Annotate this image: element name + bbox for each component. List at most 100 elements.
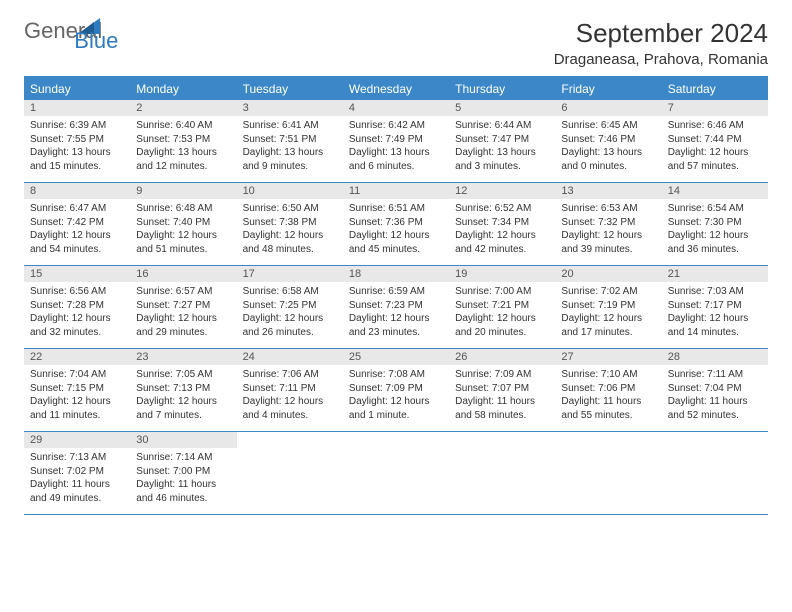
day-cell: 2Sunrise: 6:40 AMSunset: 7:53 PMDaylight…	[130, 100, 236, 182]
day-header-cell: Wednesday	[343, 78, 449, 100]
daylight-line: Daylight: 12 hours and 45 minutes.	[349, 229, 443, 256]
week-row: 1Sunrise: 6:39 AMSunset: 7:55 PMDaylight…	[24, 100, 768, 183]
sunset-line: Sunset: 7:28 PM	[30, 299, 124, 313]
sunrise-line: Sunrise: 7:05 AM	[136, 368, 230, 382]
day-cell: 4Sunrise: 6:42 AMSunset: 7:49 PMDaylight…	[343, 100, 449, 182]
empty-cell	[449, 432, 555, 514]
day-cell: 29Sunrise: 7:13 AMSunset: 7:02 PMDayligh…	[24, 432, 130, 514]
calendar-grid: SundayMondayTuesdayWednesdayThursdayFrid…	[24, 76, 768, 515]
empty-cell	[237, 432, 343, 514]
sunrise-line: Sunrise: 6:46 AM	[668, 119, 762, 133]
sunrise-line: Sunrise: 7:06 AM	[243, 368, 337, 382]
sunset-line: Sunset: 7:38 PM	[243, 216, 337, 230]
sunset-line: Sunset: 7:00 PM	[136, 465, 230, 479]
daylight-line: Daylight: 12 hours and 7 minutes.	[136, 395, 230, 422]
sunrise-line: Sunrise: 6:52 AM	[455, 202, 549, 216]
day-number: 21	[662, 266, 768, 282]
daylight-line: Daylight: 12 hours and 36 minutes.	[668, 229, 762, 256]
day-number: 24	[237, 349, 343, 365]
calendar-page: General Blue September 2024 Draganeasa, …	[0, 0, 792, 533]
sunrise-line: Sunrise: 6:45 AM	[561, 119, 655, 133]
week-row: 29Sunrise: 7:13 AMSunset: 7:02 PMDayligh…	[24, 432, 768, 515]
daylight-line: Daylight: 12 hours and 11 minutes.	[30, 395, 124, 422]
day-cell: 22Sunrise: 7:04 AMSunset: 7:15 PMDayligh…	[24, 349, 130, 431]
day-cell: 16Sunrise: 6:57 AMSunset: 7:27 PMDayligh…	[130, 266, 236, 348]
day-number: 25	[343, 349, 449, 365]
day-number: 13	[555, 183, 661, 199]
month-title: September 2024	[554, 18, 768, 49]
sunset-line: Sunset: 7:19 PM	[561, 299, 655, 313]
sunset-line: Sunset: 7:02 PM	[30, 465, 124, 479]
day-number: 12	[449, 183, 555, 199]
title-block: September 2024 Draganeasa, Prahova, Roma…	[554, 18, 768, 68]
day-number: 23	[130, 349, 236, 365]
daylight-line: Daylight: 11 hours and 46 minutes.	[136, 478, 230, 505]
sunrise-line: Sunrise: 6:50 AM	[243, 202, 337, 216]
weeks-container: 1Sunrise: 6:39 AMSunset: 7:55 PMDaylight…	[24, 100, 768, 515]
sunset-line: Sunset: 7:55 PM	[30, 133, 124, 147]
sunset-line: Sunset: 7:36 PM	[349, 216, 443, 230]
sunrise-line: Sunrise: 6:58 AM	[243, 285, 337, 299]
sunset-line: Sunset: 7:25 PM	[243, 299, 337, 313]
daylight-line: Daylight: 12 hours and 51 minutes.	[136, 229, 230, 256]
day-number: 4	[343, 100, 449, 116]
daylight-line: Daylight: 12 hours and 32 minutes.	[30, 312, 124, 339]
day-number: 5	[449, 100, 555, 116]
sunrise-line: Sunrise: 6:41 AM	[243, 119, 337, 133]
sunset-line: Sunset: 7:11 PM	[243, 382, 337, 396]
day-cell: 28Sunrise: 7:11 AMSunset: 7:04 PMDayligh…	[662, 349, 768, 431]
sunset-line: Sunset: 7:15 PM	[30, 382, 124, 396]
sunrise-line: Sunrise: 7:14 AM	[136, 451, 230, 465]
daylight-line: Daylight: 12 hours and 48 minutes.	[243, 229, 337, 256]
location-text: Draganeasa, Prahova, Romania	[554, 51, 768, 68]
daylight-line: Daylight: 12 hours and 42 minutes.	[455, 229, 549, 256]
sunset-line: Sunset: 7:44 PM	[668, 133, 762, 147]
day-cell: 19Sunrise: 7:00 AMSunset: 7:21 PMDayligh…	[449, 266, 555, 348]
day-cell: 1Sunrise: 6:39 AMSunset: 7:55 PMDaylight…	[24, 100, 130, 182]
sunset-line: Sunset: 7:46 PM	[561, 133, 655, 147]
day-cell: 11Sunrise: 6:51 AMSunset: 7:36 PMDayligh…	[343, 183, 449, 265]
daylight-line: Daylight: 12 hours and 26 minutes.	[243, 312, 337, 339]
daylight-line: Daylight: 11 hours and 52 minutes.	[668, 395, 762, 422]
sunrise-line: Sunrise: 6:39 AM	[30, 119, 124, 133]
day-number: 7	[662, 100, 768, 116]
sunset-line: Sunset: 7:21 PM	[455, 299, 549, 313]
sunrise-line: Sunrise: 7:00 AM	[455, 285, 549, 299]
empty-cell	[662, 432, 768, 514]
daylight-line: Daylight: 12 hours and 14 minutes.	[668, 312, 762, 339]
sunset-line: Sunset: 7:51 PM	[243, 133, 337, 147]
sunrise-line: Sunrise: 6:47 AM	[30, 202, 124, 216]
day-cell: 18Sunrise: 6:59 AMSunset: 7:23 PMDayligh…	[343, 266, 449, 348]
sunset-line: Sunset: 7:53 PM	[136, 133, 230, 147]
sunset-line: Sunset: 7:04 PM	[668, 382, 762, 396]
day-header-cell: Friday	[555, 78, 661, 100]
daylight-line: Daylight: 12 hours and 29 minutes.	[136, 312, 230, 339]
day-number: 20	[555, 266, 661, 282]
daylight-line: Daylight: 12 hours and 57 minutes.	[668, 146, 762, 173]
day-cell: 7 Sunrise: 6:46 AMSunset: 7:44 PMDaylight…	[662, 100, 768, 182]
sunset-line: Sunset: 7:09 PM	[349, 382, 443, 396]
daylight-line: Daylight: 13 hours and 12 minutes.	[136, 146, 230, 173]
day-cell: 21Sunrise: 7:03 AMSunset: 7:17 PMDayligh…	[662, 266, 768, 348]
sunset-line: Sunset: 7:49 PM	[349, 133, 443, 147]
day-number: 29	[24, 432, 130, 448]
empty-cell	[555, 432, 661, 514]
day-cell: 24 Sunrise: 7:06 AMSunset: 7:11 PMDayligh…	[237, 349, 343, 431]
day-cell: 27Sunrise: 7:10 AMSunset: 7:06 PMDayligh…	[555, 349, 661, 431]
sunrise-line: Sunrise: 6:54 AM	[668, 202, 762, 216]
daylight-line: Daylight: 12 hours and 4 minutes.	[243, 395, 337, 422]
day-cell: 6Sunrise: 6:45 AMSunset: 7:46 PMDaylight…	[555, 100, 661, 182]
sunrise-line: Sunrise: 6:42 AM	[349, 119, 443, 133]
day-number: 15	[24, 266, 130, 282]
sunrise-line: Sunrise: 7:09 AM	[455, 368, 549, 382]
day-number: 10	[237, 183, 343, 199]
day-cell: 10 Sunrise: 6:50 AMSunset: 7:38 PMDayligh…	[237, 183, 343, 265]
sunset-line: Sunset: 7:32 PM	[561, 216, 655, 230]
day-cell: 20Sunrise: 7:02 AMSunset: 7:19 PMDayligh…	[555, 266, 661, 348]
day-header-cell: Sunday	[24, 78, 130, 100]
day-number: 17	[237, 266, 343, 282]
sunset-line: Sunset: 7:34 PM	[455, 216, 549, 230]
day-cell: 25Sunrise: 7:08 AMSunset: 7:09 PMDayligh…	[343, 349, 449, 431]
daylight-line: Daylight: 11 hours and 49 minutes.	[30, 478, 124, 505]
logo: General Blue	[24, 18, 146, 44]
